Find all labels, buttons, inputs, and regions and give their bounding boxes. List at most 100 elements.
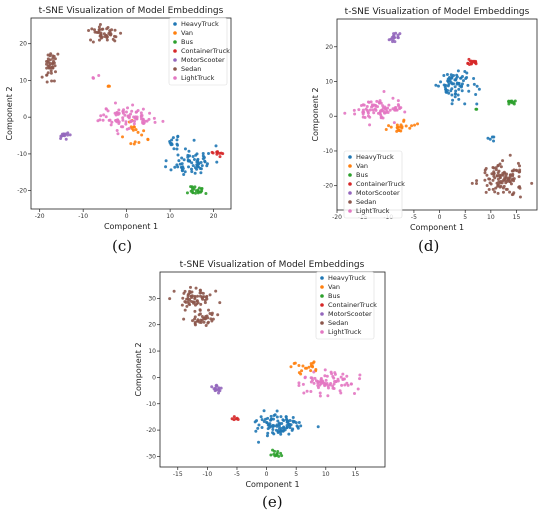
point-LightTruck bbox=[141, 107, 145, 111]
point-HeavyTruck bbox=[269, 424, 273, 428]
legend-marker bbox=[173, 22, 177, 26]
point-LightTruck bbox=[124, 120, 128, 124]
point-Van bbox=[404, 124, 408, 128]
series-Van bbox=[289, 360, 318, 376]
point-Sedan bbox=[185, 297, 189, 301]
point-Bus bbox=[190, 186, 194, 190]
point-Sedan bbox=[491, 178, 495, 182]
point-LightTruck bbox=[309, 389, 313, 393]
legend-marker bbox=[320, 294, 324, 298]
point-HeavyTruck bbox=[265, 434, 269, 438]
series-HeavyTruck bbox=[164, 134, 219, 177]
point-LightTruck bbox=[326, 394, 330, 398]
point-MotorScooter bbox=[387, 38, 391, 42]
point-HeavyTruck bbox=[276, 419, 280, 423]
point-ContainerTruck bbox=[470, 59, 474, 63]
point-Sedan bbox=[188, 289, 192, 293]
legend-label: Van bbox=[181, 29, 193, 37]
chart-title: t-SNE Visualization of Model Embeddings bbox=[180, 260, 365, 270]
point-LightTruck bbox=[309, 376, 313, 380]
point-HeavyTruck bbox=[256, 426, 260, 430]
point-ContainerTruck bbox=[236, 417, 240, 421]
point-Sedan bbox=[56, 52, 60, 56]
point-HeavyTruck bbox=[176, 134, 180, 138]
point-LightTruck bbox=[367, 100, 371, 104]
point-HeavyTruck bbox=[472, 82, 476, 86]
point-HeavyTruck bbox=[450, 102, 454, 106]
point-HeavyTruck bbox=[203, 159, 207, 163]
point-HeavyTruck bbox=[452, 82, 456, 86]
point-ContainerTruck bbox=[232, 415, 236, 419]
point-Sedan bbox=[201, 295, 205, 299]
point-Van bbox=[129, 142, 133, 146]
point-Sedan bbox=[183, 289, 187, 293]
point-Sedan bbox=[495, 174, 499, 178]
point-HeavyTruck bbox=[277, 427, 281, 431]
point-Sedan bbox=[182, 317, 186, 321]
point-Sedan bbox=[485, 173, 489, 177]
point-HeavyTruck bbox=[180, 162, 184, 166]
y-tick-label: -20 bbox=[323, 183, 333, 190]
point-ContainerTruck bbox=[467, 62, 471, 66]
point-LightTruck bbox=[316, 379, 320, 383]
legend-label: ContainerTruck bbox=[356, 180, 405, 188]
point-LightTruck bbox=[372, 111, 376, 115]
point-Sedan bbox=[97, 38, 101, 42]
point-LightTruck bbox=[129, 112, 133, 116]
point-LightTruck bbox=[331, 375, 335, 379]
point-LightTruck bbox=[396, 99, 400, 103]
point-LightTruck bbox=[297, 381, 301, 385]
point-Van bbox=[416, 122, 420, 126]
point-LightTruck bbox=[394, 108, 398, 112]
point-Sedan bbox=[494, 186, 498, 190]
point-Van bbox=[133, 140, 137, 144]
point-HeavyTruck bbox=[296, 426, 300, 430]
point-ContainerTruck bbox=[474, 59, 478, 63]
x-tick-label: 0 bbox=[265, 471, 269, 478]
point-Sedan bbox=[518, 170, 522, 174]
point-HeavyTruck bbox=[200, 164, 204, 168]
series-Van bbox=[384, 118, 420, 133]
x-tick-label: 10 bbox=[166, 213, 174, 220]
point-MotorScooter bbox=[215, 384, 219, 388]
point-Van bbox=[387, 124, 391, 128]
point-LightTruck bbox=[365, 108, 369, 112]
point-Sedan bbox=[193, 294, 197, 298]
point-LightTruck bbox=[356, 387, 360, 391]
point-Sedan bbox=[483, 178, 487, 182]
x-tick-label: -5 bbox=[234, 471, 240, 478]
point-Sedan bbox=[498, 176, 502, 180]
point-Sedan bbox=[206, 321, 210, 325]
point-LightTruck bbox=[403, 110, 407, 114]
point-ContainerTruck bbox=[230, 417, 234, 421]
point-Sedan bbox=[186, 300, 190, 304]
point-LightTruck bbox=[382, 89, 386, 93]
point-HeavyTruck bbox=[205, 164, 209, 168]
point-LightTruck bbox=[340, 383, 344, 387]
point-HeavyTruck bbox=[272, 432, 276, 436]
point-Sedan bbox=[198, 291, 202, 295]
point-LightTruck bbox=[122, 108, 126, 112]
point-Sedan bbox=[53, 70, 57, 74]
point-HeavyTruck bbox=[193, 171, 197, 175]
point-Van bbox=[395, 129, 399, 133]
point-Sedan bbox=[180, 303, 184, 307]
point-Van bbox=[130, 126, 134, 130]
legend-marker bbox=[320, 303, 324, 307]
point-HeavyTruck bbox=[287, 432, 291, 436]
point-Sedan bbox=[198, 308, 202, 312]
point-HeavyTruck bbox=[453, 95, 457, 99]
point-HeavyTruck bbox=[456, 69, 460, 73]
series-LightTruck bbox=[297, 368, 362, 398]
point-HeavyTruck bbox=[453, 78, 457, 82]
y-tick-label: 20 bbox=[148, 322, 156, 329]
point-HeavyTruck bbox=[274, 428, 278, 432]
legend-marker bbox=[173, 58, 177, 62]
point-LightTruck bbox=[148, 111, 152, 115]
point-HeavyTruck bbox=[191, 164, 195, 168]
point-LightTruck bbox=[113, 101, 117, 105]
point-LightTruck bbox=[117, 121, 121, 125]
point-HeavyTruck bbox=[492, 139, 496, 143]
point-HeavyTruck bbox=[465, 75, 469, 79]
point-LightTruck bbox=[116, 119, 120, 123]
